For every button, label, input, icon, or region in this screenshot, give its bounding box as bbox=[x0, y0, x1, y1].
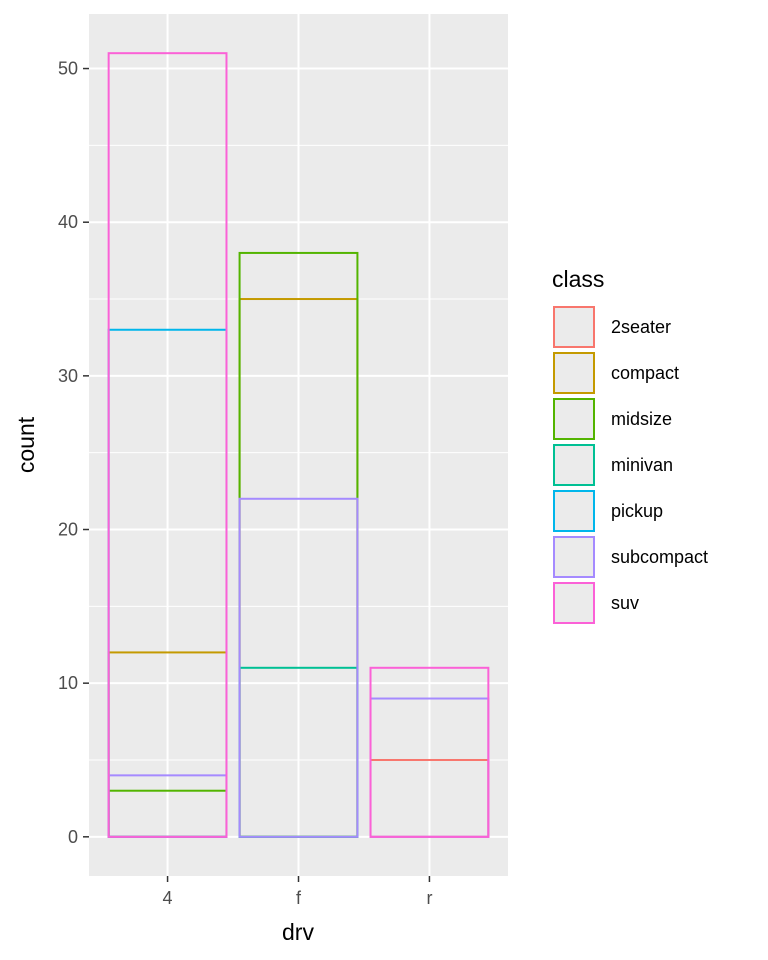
legend-key-subcompact bbox=[553, 536, 595, 578]
legend-label-midsize: midsize bbox=[611, 409, 672, 429]
y-tick-label: 20 bbox=[58, 520, 78, 540]
legend-label-subcompact: subcompact bbox=[611, 547, 708, 567]
y-tick-label: 40 bbox=[58, 212, 78, 232]
legend-key-minivan bbox=[553, 444, 595, 486]
legend: class 2seater compact midsize minivan pickup… bbox=[552, 266, 708, 624]
x-axis-title: drv bbox=[282, 919, 314, 945]
legend-key-midsize bbox=[553, 398, 595, 440]
x-axis: 4 f r bbox=[163, 876, 432, 908]
y-tick-label: 30 bbox=[58, 366, 78, 386]
legend-swatch-midsize bbox=[553, 398, 595, 440]
bars bbox=[107, 52, 490, 838]
legend-label-minivan: minivan bbox=[611, 455, 673, 475]
legend-swatch-minivan bbox=[553, 444, 595, 486]
legend-swatch-suv bbox=[553, 582, 595, 624]
legend-swatch-compact bbox=[553, 352, 595, 394]
legend-title: class bbox=[552, 266, 604, 292]
y-tick-label: 0 bbox=[68, 827, 78, 847]
bar-suv-4 bbox=[107, 52, 228, 838]
legend-swatch-subcompact bbox=[553, 536, 595, 578]
legend-items: 2seater compact midsize minivan pickup subcom… bbox=[553, 306, 708, 624]
legend-label-compact: compact bbox=[611, 363, 679, 383]
legend-label-2seater: 2seater bbox=[611, 317, 671, 337]
legend-key-pickup bbox=[553, 490, 595, 532]
legend-label-suv: suv bbox=[611, 593, 639, 613]
x-tick-label: r bbox=[426, 888, 432, 908]
legend-label-pickup: pickup bbox=[611, 501, 663, 521]
x-tick-label: f bbox=[296, 888, 302, 908]
bar-suv-r bbox=[369, 666, 490, 838]
legend-swatch-pickup bbox=[553, 490, 595, 532]
y-tick-label: 10 bbox=[58, 673, 78, 693]
legend-key-compact bbox=[553, 352, 595, 394]
x-tick-label: 4 bbox=[163, 888, 173, 908]
y-tick-label: 50 bbox=[58, 59, 78, 79]
y-axis-title: count bbox=[13, 416, 39, 473]
legend-key-2seater bbox=[553, 306, 595, 348]
legend-swatch-2seater bbox=[553, 306, 595, 348]
y-axis: 0 10 20 30 40 50 bbox=[58, 59, 89, 847]
bar-subcompact-f bbox=[238, 497, 359, 838]
legend-key-suv bbox=[553, 582, 595, 624]
